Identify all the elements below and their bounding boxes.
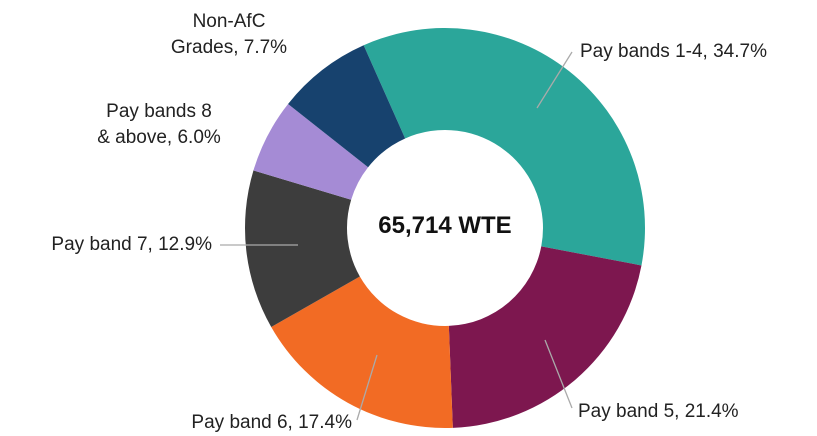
donut-slice xyxy=(363,28,645,266)
leader-line xyxy=(536,51,573,109)
donut-slice xyxy=(271,276,453,428)
leader-line xyxy=(356,354,378,421)
slice-label: Pay bands 1-4, 34.7% xyxy=(580,41,767,62)
slice-label: Pay band 5, 21.4% xyxy=(578,401,739,422)
slice-label: Pay band 7, 12.9% xyxy=(51,234,212,255)
slice-label: Pay bands 8 & above, 6.0% xyxy=(97,101,221,148)
donut-slice xyxy=(288,45,406,168)
donut-slice xyxy=(244,170,360,327)
slice-label: Pay band 6, 17.4% xyxy=(191,412,352,433)
center-label: 65,714 WTE xyxy=(378,212,512,239)
donut-slice xyxy=(448,246,642,428)
leader-line xyxy=(544,339,573,409)
donut-slice xyxy=(253,104,369,200)
slice-label: Non-AfC Grades, 7.7% xyxy=(170,11,288,58)
